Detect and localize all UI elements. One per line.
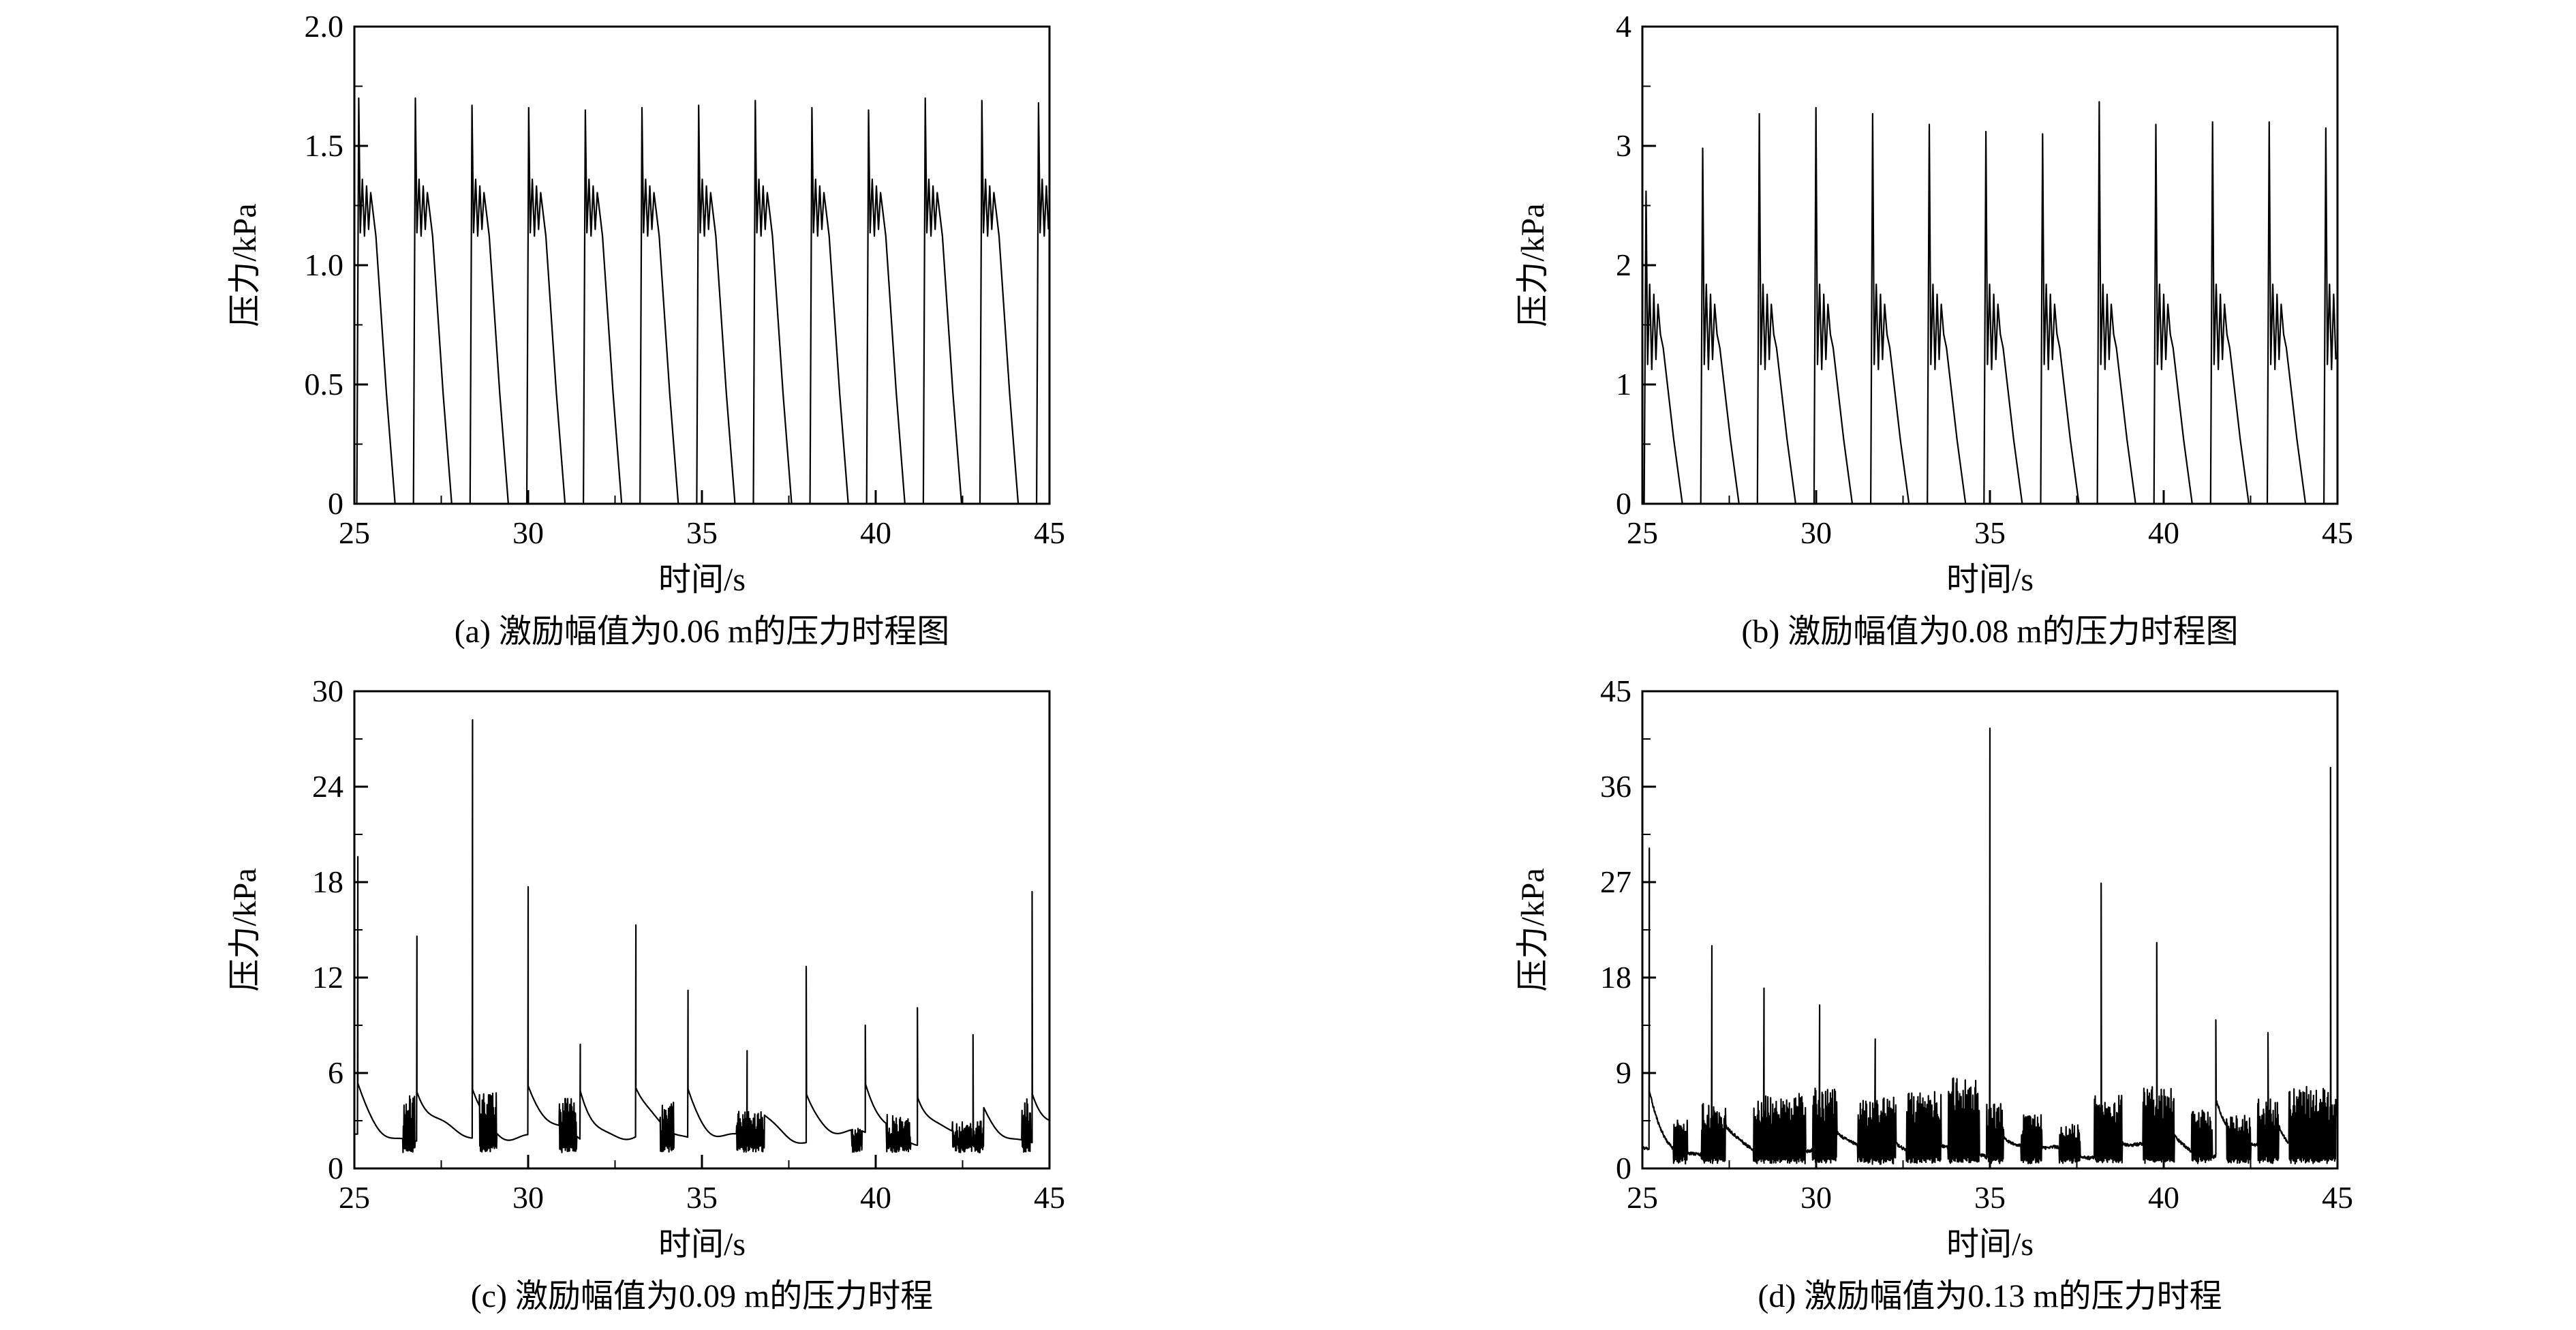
x-tick-label: 40 — [2148, 515, 2179, 550]
y-tick-label: 6 — [328, 1055, 343, 1090]
y-axis-title: 压力/kPa — [227, 868, 263, 991]
panel-caption-c: (c) 激励幅值为0.09 m的压力时程 — [470, 1278, 934, 1314]
pressure-trace — [1642, 727, 2339, 1165]
x-tick-label: 30 — [1800, 1180, 1832, 1215]
y-tick-label: 45 — [1600, 674, 1631, 708]
y-tick-label: 2 — [1616, 247, 1631, 282]
plot-area-b: 压力/kPa 时间/s 25 30 35 40 45 0 1 2 3 4 — [1515, 10, 2353, 598]
pressure-trace — [1642, 101, 2337, 505]
y-tick-label: 2.0 — [305, 10, 344, 44]
tick-marks — [353, 690, 1051, 1170]
y-tick-label: 36 — [1600, 769, 1631, 804]
axes-frame — [353, 690, 1051, 1170]
panel-caption-b: (b) 激励幅值为0.08 m的压力时程图 — [1741, 614, 2239, 650]
y-axis-title: 压力/kPa — [1515, 868, 1551, 991]
x-tick-label: 45 — [1034, 515, 1065, 550]
panel-caption-a: (a) 激励幅值为0.06 m的压力时程图 — [454, 614, 950, 650]
y-axis-title: 压力/kPa — [227, 203, 263, 327]
x-axis-title: 时间/s — [1946, 562, 2034, 598]
chart-panel-d: 压力/kPa 时间/s 25 30 35 40 45 0 9 18 27 36 45 (d) 激励幅… — [1288, 665, 2576, 1330]
chart-panel-b: 压力/kPa 时间/s 25 30 35 40 45 0 1 2 3 4 (b) 激励幅值为0.0… — [1288, 0, 2576, 665]
y-tick-label: 0 — [328, 486, 343, 521]
axes-frame — [353, 25, 1051, 505]
y-tick-label: 1.0 — [305, 247, 344, 282]
y-tick-label: 30 — [312, 674, 343, 708]
y-tick-label: 0 — [328, 1151, 343, 1185]
x-tick-label: 25 — [339, 1180, 370, 1215]
x-tick-label: 25 — [1627, 515, 1658, 550]
pressure-trace — [354, 719, 1050, 1153]
x-tick-label: 30 — [512, 1180, 544, 1215]
y-tick-label: 0.5 — [305, 367, 344, 402]
chart-panel-a: 压力/kPa 时间/s 25 30 35 40 45 0 0.5 1.0 1.5 2.0 (a) … — [0, 0, 1288, 665]
x-axis-title: 时间/s — [658, 1226, 746, 1263]
x-tick-label: 40 — [860, 515, 891, 550]
y-tick-label: 4 — [1616, 10, 1631, 44]
y-tick-label: 9 — [1616, 1055, 1631, 1090]
plot-area-c: 压力/kPa 时间/s 25 30 35 40 45 0 6 12 18 24 30 — [227, 674, 1065, 1263]
axes-frame — [1641, 25, 2339, 505]
x-tick-label: 35 — [1974, 1180, 2006, 1215]
x-tick-label: 35 — [686, 515, 718, 550]
chart-panel-c: 压力/kPa 时间/s 25 30 35 40 45 0 6 12 18 24 30 (c) 激励幅… — [0, 665, 1288, 1330]
y-tick-label: 1 — [1616, 367, 1631, 402]
x-tick-label: 30 — [512, 515, 544, 550]
tick-marks — [1641, 25, 2339, 505]
y-axis-title: 压力/kPa — [1515, 203, 1551, 327]
x-tick-label: 35 — [1974, 515, 2006, 550]
panel-caption-d: (d) 激励幅值为0.13 m的压力时程 — [1758, 1278, 2222, 1314]
x-tick-label: 30 — [1800, 515, 1832, 550]
x-tick-label: 45 — [2322, 1180, 2353, 1215]
x-tick-label: 45 — [2322, 515, 2353, 550]
x-axis-title: 时间/s — [1946, 1226, 2034, 1263]
y-tick-label: 18 — [312, 864, 343, 899]
x-tick-label: 40 — [860, 1180, 891, 1215]
y-tick-label: 24 — [312, 769, 343, 804]
plot-area-d: 压力/kPa 时间/s 25 30 35 40 45 0 9 18 27 36 45 — [1515, 674, 2353, 1263]
y-tick-label: 27 — [1600, 864, 1631, 899]
y-tick-label: 1.5 — [305, 128, 344, 163]
y-tick-label: 3 — [1616, 128, 1631, 163]
x-tick-label: 35 — [686, 1180, 718, 1215]
y-tick-label: 18 — [1600, 960, 1631, 995]
tick-marks — [353, 25, 1051, 505]
pressure-trace — [354, 97, 1049, 505]
y-tick-label: 0 — [1616, 1151, 1631, 1185]
plot-area-a: 压力/kPa 时间/s 25 30 35 40 45 0 0.5 1.0 1.5 2.0 — [227, 10, 1065, 598]
x-tick-label: 45 — [1034, 1180, 1065, 1215]
y-tick-label: 0 — [1616, 486, 1631, 521]
x-axis-title: 时间/s — [658, 562, 746, 598]
y-tick-label: 12 — [312, 960, 343, 995]
x-tick-label: 40 — [2148, 1180, 2179, 1215]
x-tick-label: 25 — [339, 515, 370, 550]
x-tick-label: 25 — [1627, 1180, 1658, 1215]
